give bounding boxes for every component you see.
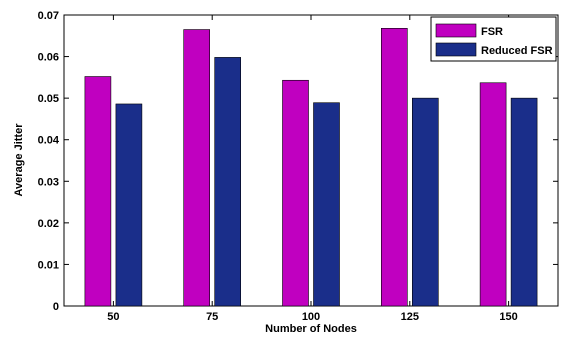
legend-swatch-fsr [435,23,477,38]
y-axis-label: Average Jitter [13,123,25,197]
plot-area [63,14,559,307]
bar-fsr-150 [479,82,507,307]
x-axis-ticks: 50 75 100 125 150 [107,15,518,323]
y-tick-label: 0.06 [38,52,59,64]
x-tick-label: 50 [107,311,119,323]
y-tick-label: 0.01 [38,259,59,271]
y-axis-ticks: 0 0.01 0.02 0.03 0.04 0.05 0.06 0.07 [38,10,558,313]
legend-swatch-reduced-fsr [435,42,477,57]
y-tick-label: 0.02 [38,218,59,230]
plot-frame [63,14,559,307]
x-axis-label: Number of Nodes [265,323,357,335]
bar-fsr-100 [282,79,309,307]
bar-fsr-50 [84,76,112,307]
bar-fsr-75 [183,29,210,307]
x-tick-label: 75 [206,311,218,323]
legend-label-fsr: FSR [481,26,503,38]
y-tick-label: 0.03 [38,176,59,188]
y-tick-label: 0 [53,301,59,313]
x-tick-label: 150 [499,311,517,323]
bar-reduced-fsr-125 [411,97,439,307]
bar-fsr-125 [380,28,408,307]
x-tick-label: 100 [302,311,320,323]
legend-label-reduced-fsr: Reduced FSR [481,45,553,57]
bar-reduced-fsr-150 [510,97,538,307]
y-tick-label: 0.05 [38,93,59,105]
y-tick-label: 0.07 [38,10,59,22]
bar-reduced-fsr-100 [313,102,340,307]
y-tick-label: 0.04 [38,135,60,147]
bars [84,28,538,307]
x-tick-label: 125 [401,311,419,323]
legend: FSR Reduced FSR [430,16,557,62]
bar-reduced-fsr-75 [214,57,241,307]
bar-reduced-fsr-50 [115,103,143,307]
